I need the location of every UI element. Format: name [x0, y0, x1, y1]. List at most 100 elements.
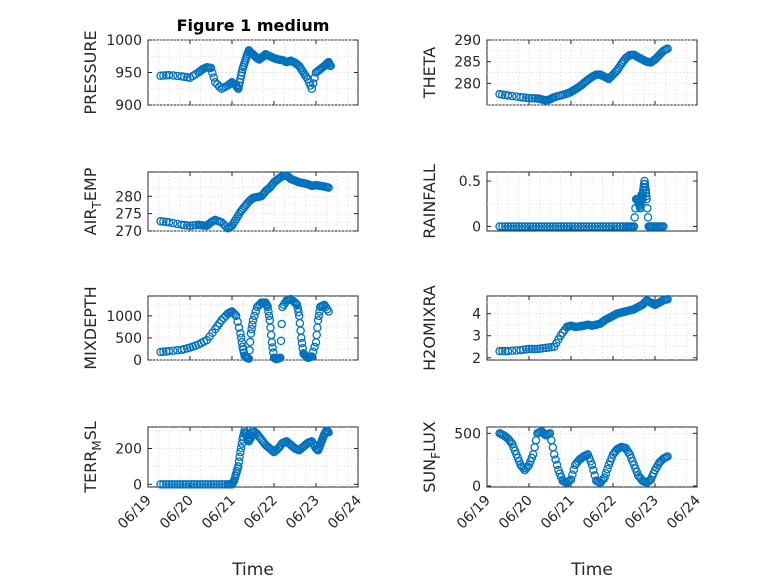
data-point	[528, 222, 538, 231]
y-tick-label: 950	[115, 66, 142, 82]
data-point	[610, 222, 619, 231]
data-point	[603, 464, 612, 474]
data-point	[250, 311, 259, 321]
data-point	[541, 343, 551, 353]
data-point	[156, 347, 165, 357]
x-tick-label: 06/22	[241, 493, 281, 533]
data-point	[526, 222, 535, 231]
data-point	[210, 78, 220, 87]
x-tick-label: 06/19	[454, 493, 494, 533]
data-point	[168, 346, 178, 355]
data-point	[582, 222, 591, 231]
data-point	[233, 317, 242, 326]
data-point	[507, 346, 517, 356]
data-point	[516, 345, 525, 355]
data-point	[537, 222, 546, 231]
data-point	[164, 480, 174, 489]
data-point	[192, 480, 202, 489]
data-point	[568, 470, 577, 479]
data-point	[556, 222, 566, 231]
data-point	[495, 346, 504, 356]
x-tick-label: 06/20	[157, 493, 197, 533]
subplot-2: 280 285 290 THETA	[420, 33, 698, 106]
data-point	[267, 338, 277, 347]
data-point	[324, 183, 333, 192]
y-tick-label: 4	[472, 307, 481, 323]
data-point	[612, 66, 622, 75]
data-point	[554, 222, 563, 231]
data-point	[248, 316, 258, 325]
data-point	[589, 465, 598, 475]
data-point	[659, 222, 668, 231]
data-point	[159, 217, 168, 226]
data-point	[538, 343, 548, 353]
data-point	[221, 222, 230, 231]
data-point	[324, 307, 333, 316]
data-point	[516, 92, 525, 102]
data-point	[587, 460, 597, 470]
data-point	[276, 353, 285, 363]
data-point	[159, 480, 168, 489]
data-point	[503, 91, 513, 100]
y-tick-label: 280	[454, 76, 481, 92]
data-point	[641, 185, 651, 195]
data-point	[521, 93, 531, 103]
data-point	[601, 222, 611, 231]
y-tick-label: 500	[454, 426, 481, 442]
chart-title: Figure 1 medium	[177, 16, 330, 35]
data-point	[234, 323, 244, 332]
data-point	[245, 346, 254, 355]
data-point	[184, 480, 193, 489]
data-point	[630, 213, 639, 222]
data-point	[540, 222, 549, 231]
data-point	[235, 452, 244, 462]
data-point	[294, 61, 304, 71]
data-point	[642, 194, 651, 204]
x-axis-label: Time	[570, 560, 613, 580]
data-point	[164, 218, 174, 227]
data-point	[593, 222, 602, 231]
data-point	[604, 222, 614, 231]
data-point	[236, 447, 245, 457]
data-point	[276, 336, 286, 346]
data-point	[519, 345, 528, 354]
data-point	[517, 222, 527, 231]
x-tick-label: 06/24	[325, 492, 365, 532]
data-point	[268, 343, 277, 352]
subplot-5: 0 500 1000 MIXDEPTH	[81, 286, 359, 370]
data-point	[268, 446, 277, 456]
data-point	[159, 347, 168, 357]
data-point	[514, 222, 524, 231]
data-point	[308, 79, 318, 88]
y-axis-label: SUNFLUX	[420, 421, 443, 493]
data-point	[175, 480, 185, 489]
data-point	[156, 71, 165, 81]
subplot-7: 0 200 06/19 06/20 06/21 06/22 06/23 06/24 TERRMS…	[81, 421, 365, 580]
y-tick-label: 0	[472, 219, 481, 235]
data-point	[612, 222, 622, 231]
data-point	[177, 220, 186, 230]
data-point	[237, 68, 247, 77]
data-point	[234, 462, 243, 471]
data-point	[601, 469, 611, 478]
data-point	[279, 300, 289, 310]
data-point	[544, 343, 553, 352]
data-point	[203, 480, 213, 489]
data-point	[524, 344, 534, 354]
data-point	[164, 346, 174, 356]
data-point	[297, 66, 307, 75]
data-point	[551, 455, 560, 464]
y-tick-label: 285	[454, 55, 481, 71]
data-point	[277, 319, 286, 329]
data-point	[245, 337, 255, 347]
data-point	[209, 480, 219, 489]
x-tick-label: 06/24	[664, 492, 704, 532]
y-tick-label: 1000	[106, 309, 142, 325]
y-tick-label: 200	[115, 441, 142, 457]
data-point	[294, 307, 303, 317]
data-point	[324, 428, 333, 437]
data-point	[296, 63, 305, 73]
data-point	[552, 460, 562, 470]
data-point	[168, 218, 178, 228]
